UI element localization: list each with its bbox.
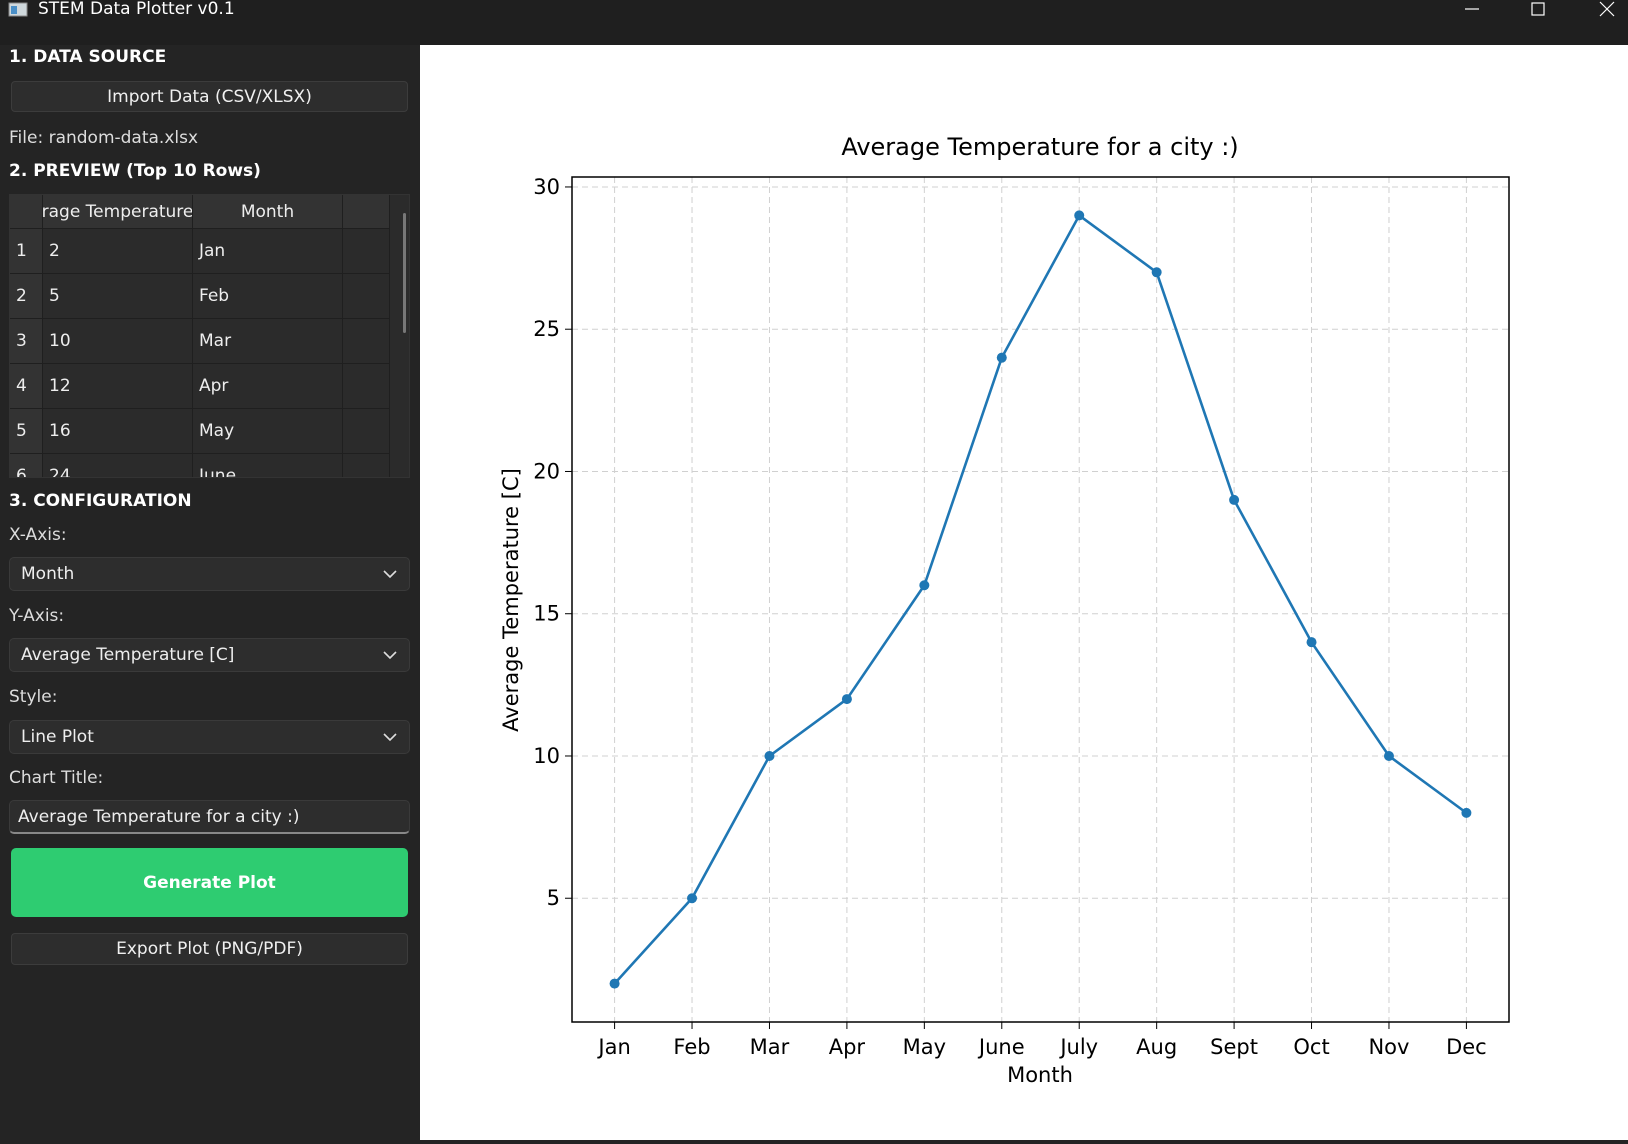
row-header: 2 [10, 274, 43, 319]
x-tick-label: May [903, 1035, 946, 1059]
x-tick-label: Aug [1136, 1035, 1177, 1059]
data-point [609, 978, 620, 989]
x-tick-label: July [1058, 1035, 1098, 1059]
table-cell: Mar [193, 319, 343, 364]
preview-table[interactable]: rage Temperature Month 1 2 Jan 2 5 Feb 3 10 Mar 4 12… [9, 194, 410, 478]
file-label: File: random-data.xlsx [9, 128, 199, 148]
data-point [1074, 210, 1085, 221]
table-cell: Feb [193, 274, 343, 319]
section-heading: 2. PREVIEW (Top 10 Rows) [9, 161, 261, 181]
y-tick-label: 20 [533, 459, 560, 483]
data-point [1151, 267, 1162, 278]
data-point [764, 750, 775, 761]
scrollbar[interactable] [403, 213, 406, 333]
chart: Average Temperature for a city :) Month … [499, 133, 1510, 1087]
column-header [343, 195, 390, 229]
data-point [996, 352, 1007, 363]
chevron [383, 651, 397, 660]
table-cell [343, 274, 390, 319]
y-tick-label: 30 [533, 175, 560, 199]
data-point [1461, 807, 1472, 818]
plot-panel: Average Temperature for a city :) Month … [420, 45, 1628, 1140]
table-cell [343, 364, 390, 409]
row-header: 5 [10, 409, 43, 454]
window-controls[interactable] [1455, 0, 1628, 24]
table-cell: Jan [193, 229, 343, 274]
y-tick-label: 10 [533, 744, 560, 768]
x-tick-label: Apr [829, 1035, 866, 1059]
table-cell: June [193, 454, 343, 477]
data-point [1383, 750, 1394, 761]
select-value: Month [21, 564, 75, 584]
select-value: Line Plot [21, 727, 94, 747]
table-cell: Apr [193, 364, 343, 409]
section-heading: 3. CONFIGURATION [9, 491, 192, 511]
table-cell: 5 [43, 274, 193, 319]
x-tick-label: Mar [750, 1035, 790, 1059]
row-header: 3 [10, 319, 43, 364]
field-label: Chart Title: [9, 768, 104, 788]
table-cell: 10 [43, 319, 193, 364]
table-cell [343, 454, 390, 477]
export-button[interactable]: Export Plot (PNG/PDF) [11, 933, 408, 965]
y-tick-label: 5 [547, 886, 560, 910]
y-tick-label: 25 [533, 317, 560, 341]
chart-title-input[interactable]: Average Temperature for a city :) [9, 800, 410, 834]
data-point [687, 893, 698, 904]
plot-frame [571, 176, 1510, 1023]
y-axis-select[interactable]: Average Temperature [C] [9, 638, 410, 672]
row-header: 1 [10, 229, 43, 274]
y-tick-label: 15 [533, 602, 560, 626]
table-cell [343, 229, 390, 274]
data-line [613, 213, 1468, 985]
data-point [841, 694, 852, 705]
field-label: Y-Axis: [9, 606, 65, 626]
x-axis-select[interactable]: Month [9, 557, 410, 591]
select-value: Average Temperature [C] [21, 645, 235, 665]
generate-button[interactable]: Generate Plot [11, 848, 408, 917]
chevron [383, 733, 397, 742]
table-cell: 24 [43, 454, 193, 477]
row-header: 4 [10, 364, 43, 409]
style-select[interactable]: Line Plot [9, 720, 410, 754]
corner-header [10, 195, 43, 229]
x-axis-label: Month [1007, 1063, 1073, 1087]
data-point [919, 580, 930, 591]
x-tick-label: Jan [596, 1035, 630, 1059]
x-tick-label: Feb [673, 1035, 710, 1059]
input-value: Average Temperature for a city :) [18, 806, 300, 827]
sidebar: 1. DATA SOURCE Import Data (CSV/XLSX) Fi… [0, 45, 420, 1140]
table-cell [343, 319, 390, 364]
x-tick-label: Oct [1293, 1035, 1329, 1059]
section-heading: 1. DATA SOURCE [9, 47, 167, 67]
x-tick-label: Sept [1210, 1035, 1258, 1059]
y-axis-label: Average Temperature [C] [499, 468, 523, 732]
column-header: Month [193, 195, 343, 229]
row-header: 6 [10, 454, 43, 477]
app-icon [8, 2, 28, 17]
window-title: STEM Data Plotter v0.1 [38, 0, 235, 19]
field-label: Style: [9, 687, 58, 707]
table-cell: 12 [43, 364, 193, 409]
table-cell: May [193, 409, 343, 454]
field-label: X-Axis: [9, 525, 67, 545]
table-cell: 16 [43, 409, 193, 454]
data-point [1306, 637, 1317, 648]
column-header: rage Temperature [43, 195, 193, 229]
table-cell: 2 [43, 229, 193, 274]
table-cell [343, 409, 390, 454]
x-tick-label: June [977, 1035, 1025, 1059]
chart-title: Average Temperature for a city :) [841, 133, 1238, 161]
title-bar: STEM Data Plotter v0.1 [0, 0, 1628, 45]
import-button[interactable]: Import Data (CSV/XLSX) [11, 81, 408, 112]
x-tick-label: Dec [1446, 1035, 1487, 1059]
x-tick-label: Nov [1368, 1035, 1409, 1059]
data-point [1229, 494, 1240, 505]
chevron [383, 570, 397, 579]
